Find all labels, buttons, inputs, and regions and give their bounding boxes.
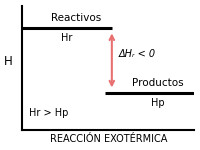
Text: Hr > Hp: Hr > Hp	[29, 108, 69, 118]
X-axis label: REACCIÓN EXOTÉRMICA: REACCIÓN EXOTÉRMICA	[50, 134, 167, 144]
Text: Hr: Hr	[61, 33, 73, 43]
Text: Hp: Hp	[151, 98, 165, 108]
Text: Productos: Productos	[132, 78, 184, 88]
Text: ΔHᵣ < 0: ΔHᵣ < 0	[119, 49, 156, 59]
Text: Reactivos: Reactivos	[51, 13, 101, 23]
Text: H: H	[4, 55, 13, 68]
